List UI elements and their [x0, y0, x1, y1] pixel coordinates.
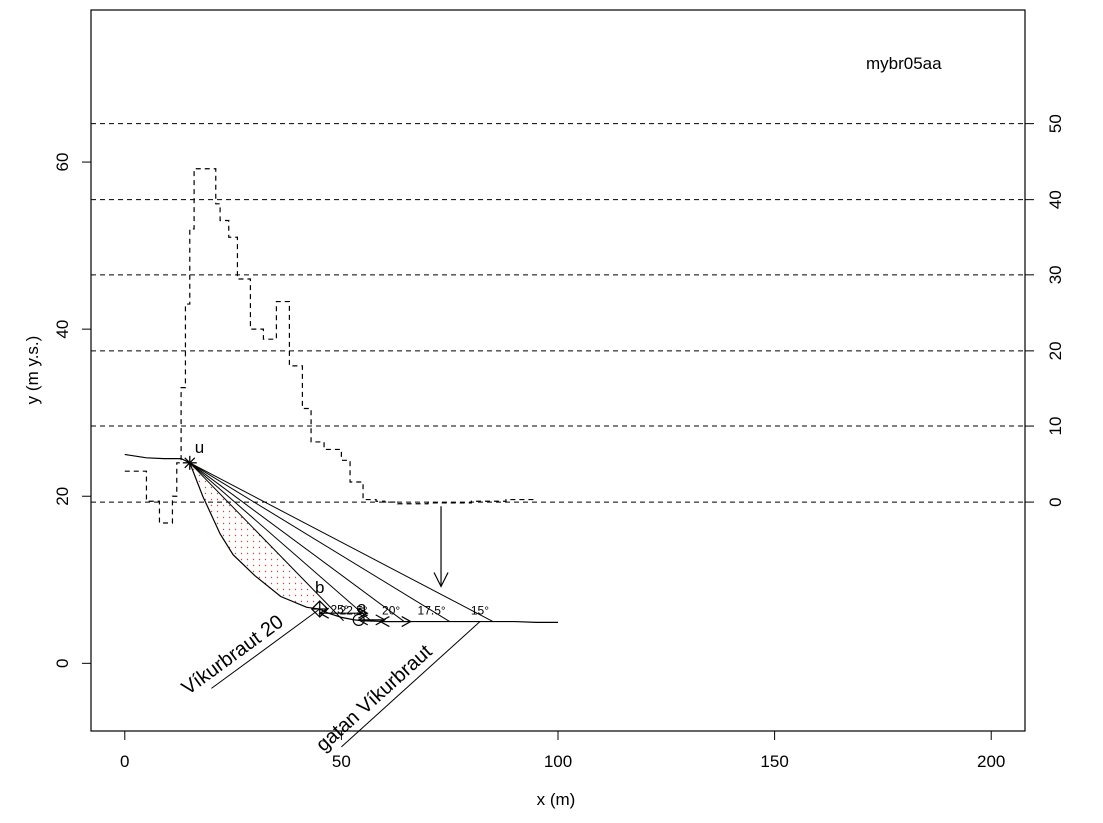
angle-ray [189, 462, 373, 622]
x-tick-label: 100 [544, 752, 572, 771]
arrow-head [357, 614, 369, 626]
annotation-leader [341, 621, 481, 748]
series-group [124, 168, 558, 623]
right-tick-label: 0 [1046, 497, 1065, 506]
x-axis: 0 50 100 150 200 [120, 730, 1005, 771]
gatan-vikurbraut-label: gatan Víkurbraut [312, 640, 437, 756]
asterisk-marker [184, 457, 196, 469]
building-profile-line [124, 168, 537, 524]
point-label: a [357, 598, 367, 617]
angle-label: 22.5° [340, 604, 368, 618]
angle-ray [189, 462, 494, 622]
plot-label: mybr05aa [866, 54, 942, 73]
annotation-leader [211, 608, 321, 689]
y-tick-label: 60 [53, 153, 72, 172]
right-tick-label: 20 [1046, 341, 1065, 360]
point-label: u [195, 438, 204, 457]
y-axis: 0 20 40 60 [53, 153, 92, 668]
vikurbraut-20-label: Víkurbraut 20 [178, 611, 288, 700]
circle-marker [352, 613, 365, 626]
right-axis: 0 10 20 30 40 50 [1024, 114, 1065, 507]
x-axis-title: x (m) [537, 790, 576, 809]
y-tick-label: 0 [53, 659, 72, 668]
right-tick-label: 10 [1046, 417, 1065, 436]
angle-label: 15° [471, 604, 489, 618]
x-tick-label: 150 [760, 752, 788, 771]
arrow-head [379, 616, 390, 628]
y-tick-label: 40 [53, 320, 72, 339]
arrow-head [401, 616, 412, 628]
angle-label: 17.5° [418, 604, 446, 618]
reference-lines [91, 123, 1025, 503]
right-tick-label: 50 [1046, 114, 1065, 133]
right-tick-label: 40 [1046, 190, 1065, 209]
point-label: b [315, 578, 324, 597]
arrow-head [375, 614, 386, 626]
y-tick-label: 20 [53, 487, 72, 506]
annotation-group: Víkurbraut 20 gatan Víkurbraut [178, 608, 481, 756]
x-tick-label: 200 [977, 752, 1005, 771]
right-tick-label: 30 [1046, 265, 1065, 284]
arrow-head [358, 607, 369, 619]
angle-ray [189, 462, 450, 622]
x-tick-label: 0 [120, 752, 129, 771]
ground-profile-line [124, 453, 558, 623]
x-tick-label: 50 [332, 752, 351, 771]
marker-group: u b a [182, 438, 449, 628]
angle-ray [189, 462, 405, 622]
angle-ray [189, 462, 344, 622]
angle-label: 20° [382, 604, 400, 618]
y-axis-title: y (m y.s.) [23, 336, 42, 405]
down-arrow-head [433, 572, 449, 588]
